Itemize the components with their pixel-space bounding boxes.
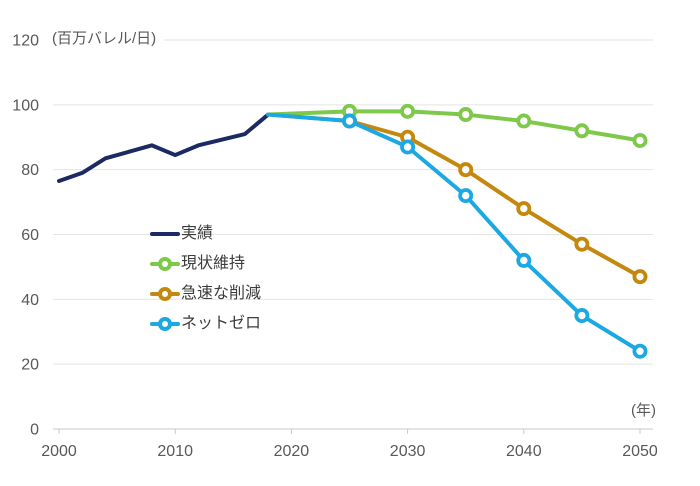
legend-item-status-quo: 現状維持 — [150, 249, 261, 279]
marker-net-zero-2035 — [458, 188, 474, 204]
actual-line-swatch-icon — [150, 227, 180, 241]
legend-swatch-ring — [158, 287, 172, 301]
y-tick-label-100: 100 — [12, 97, 39, 114]
legend-swatch-ring — [158, 257, 172, 271]
marker-net-zero-2050 — [632, 343, 648, 359]
x-tick-label-2050: 2050 — [622, 443, 658, 460]
y-tick-label-60: 60 — [21, 227, 39, 244]
legend-label: ネットゼロ — [181, 315, 262, 332]
series-line-rapid-reduction — [266, 112, 642, 279]
y-tick-label-20: 20 — [21, 357, 39, 374]
status-quo-line-swatch-icon — [150, 257, 180, 271]
x-tick-label-2020: 2020 — [274, 443, 310, 460]
marker-rapid-reduction-2050 — [632, 269, 648, 285]
legend-item-net-zero: ネットゼロ — [150, 309, 261, 339]
rapid-reduction-line-swatch-icon — [150, 287, 180, 301]
marker-rapid-reduction-2040 — [516, 201, 532, 217]
marker-rapid-reduction-2035 — [458, 162, 474, 178]
marker-status-quo-2050 — [632, 132, 648, 148]
series-line-actual — [57, 112, 271, 184]
marker-net-zero-2025 — [341, 113, 357, 129]
marker-status-quo-2030 — [400, 103, 416, 119]
y-axis-unit-label: (百万バレル/日) — [50, 25, 165, 50]
legend-label: 急速な削減 — [181, 285, 262, 302]
y-tick-label-120: 120 — [12, 33, 39, 50]
marker-net-zero-2045 — [574, 308, 590, 324]
y-tick-label-80: 80 — [21, 162, 39, 179]
marker-net-zero-2030 — [400, 139, 416, 155]
legend-label: 実績 — [181, 225, 214, 242]
x-axis-unit-label: (年) — [631, 402, 656, 419]
marker-status-quo-2040 — [516, 113, 532, 129]
y-tick-label-40: 40 — [21, 292, 39, 309]
legend-item-rapid-reduction: 急速な削減 — [150, 279, 261, 309]
legend: 実績 現状維持 急速な削減 ネットゼロ — [150, 219, 261, 339]
legend-item-actual: 実績 — [150, 219, 261, 249]
x-tick-label-2010: 2010 — [157, 443, 193, 460]
legend-swatch-line — [150, 232, 180, 236]
marker-net-zero-2040 — [516, 252, 532, 268]
x-tick-label-2040: 2040 — [506, 443, 542, 460]
legend-label: 現状維持 — [181, 255, 246, 272]
marker-status-quo-2045 — [574, 123, 590, 139]
x-tick-label-2030: 2030 — [390, 443, 426, 460]
marker-rapid-reduction-2045 — [574, 236, 590, 252]
y-tick-label-0: 0 — [30, 422, 39, 439]
net-zero-line-swatch-icon — [150, 317, 180, 331]
legend-swatch-ring — [158, 317, 172, 331]
marker-status-quo-2035 — [458, 107, 474, 123]
x-tick-label-2000: 2000 — [41, 443, 77, 460]
